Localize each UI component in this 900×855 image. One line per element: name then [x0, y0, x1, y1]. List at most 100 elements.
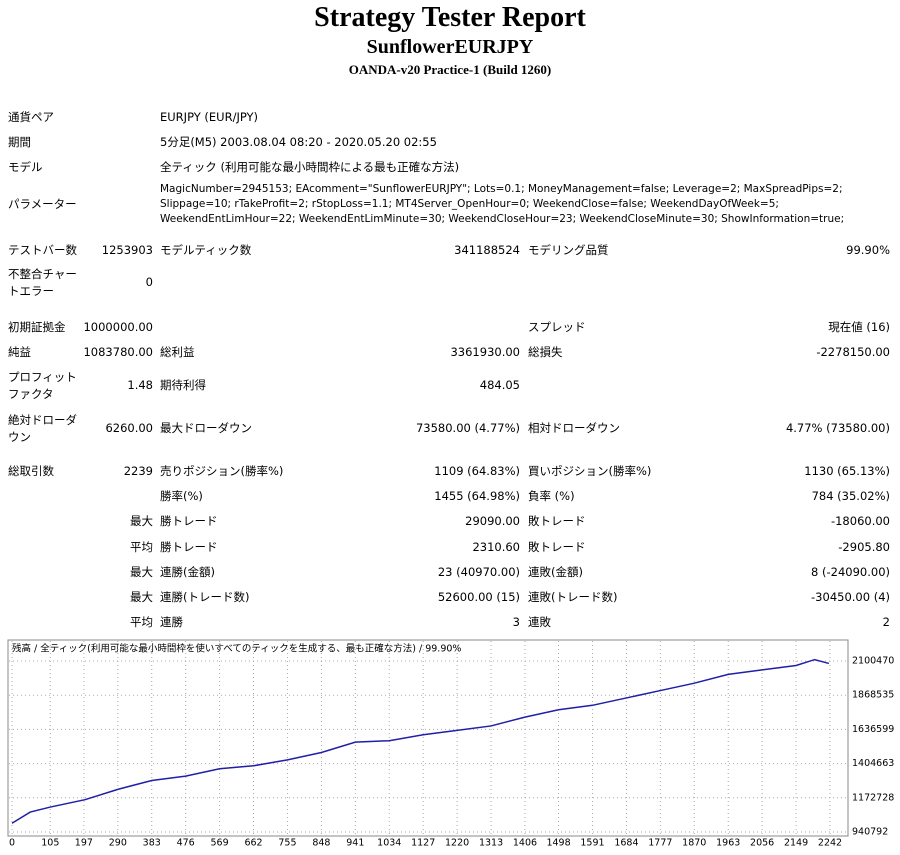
info-value: 5分足(M5) 2003.08.04 08:20 - 2020.05.20 02…: [160, 135, 437, 149]
stat-label: 期待利得: [160, 378, 206, 392]
stat-value: 2310.60: [472, 540, 520, 554]
stat-value: 最大: [130, 590, 153, 604]
stat-value: 23 (40970.00): [437, 565, 520, 579]
stat-value: 平均: [130, 540, 153, 554]
stat-value: 1.48: [127, 378, 153, 392]
stat-label: 総利益: [160, 345, 195, 359]
x-tick-label: 1127: [411, 838, 435, 849]
x-tick-label: 569: [211, 838, 229, 849]
stat-label: 敗トレード: [528, 540, 586, 554]
stat-value: 99.90%: [846, 243, 890, 257]
stat-label: 敗トレード: [528, 514, 586, 528]
stat-label: 最大ドローダウン: [160, 421, 252, 435]
stat-value: 6260.00: [105, 421, 153, 435]
stat-value: 現在値 (16): [828, 320, 890, 334]
stat-value: -2905.80: [838, 540, 890, 554]
stat-value: 0: [145, 275, 153, 289]
stat-label: 勝トレード: [160, 540, 218, 554]
stat-value: 最大: [130, 514, 153, 528]
stat-value: 2: [882, 615, 890, 629]
stat-value: 784 (35.02%): [811, 489, 890, 503]
build-info: OANDA-v20 Practice-1 (Build 1260): [348, 62, 552, 77]
stat-label: ファクタ: [8, 386, 54, 401]
x-tick-label: 290: [109, 838, 127, 849]
stat-label: 連勝(トレード数): [160, 590, 250, 604]
stat-label: 連敗: [528, 615, 551, 629]
stat-value: -2278150.00: [816, 345, 890, 359]
y-tick-label: 1404663: [852, 758, 894, 769]
y-tick-label: 1868535: [852, 690, 894, 701]
info-value: Slippage=10; rTakeProfit=2; rStopLoss=1.…: [160, 198, 779, 210]
stat-label: スプレッド: [528, 320, 586, 334]
stat-label: 純益: [8, 345, 31, 359]
stat-value: 341188524: [454, 243, 520, 257]
stat-label: 総損失: [528, 345, 563, 359]
info-value: MagicNumber=2945153; EAcomment="Sunflowe…: [160, 183, 843, 195]
stat-value: 最大: [130, 565, 153, 579]
stat-label: 不整合チャー: [8, 266, 77, 281]
stat-value: 52600.00 (15): [437, 590, 520, 604]
chart-title: 残高 / 全ティック(利用可能な最小時間枠を使いすべてのティックを生成する、最も…: [12, 643, 461, 655]
x-tick-label: 0: [9, 838, 15, 849]
x-tick-label: 941: [346, 838, 364, 849]
stat-value: -18060.00: [830, 514, 890, 528]
chart-frame: [7, 639, 849, 837]
stat-value: 1455 (64.98%): [434, 489, 520, 503]
x-tick-label: 1313: [479, 838, 503, 849]
stat-value: 3: [512, 615, 520, 629]
stat-label: 勝率(%): [160, 489, 203, 503]
stat-label: モデルティック数: [160, 243, 252, 257]
x-tick-label: 2149: [784, 838, 808, 849]
stat-value: 29090.00: [465, 514, 520, 528]
y-tick-label: 940792: [852, 827, 888, 838]
x-tick-label: 1220: [445, 838, 469, 849]
x-tick-label: 1406: [513, 838, 537, 849]
y-tick-label: 1172728: [852, 792, 894, 803]
x-tick-label: 755: [278, 838, 296, 849]
stat-label: 連敗(金額): [528, 565, 583, 579]
x-tick-label: 1034: [377, 838, 401, 849]
stat-label: 勝トレード: [160, 514, 218, 528]
report-subtitle: SunflowerEURJPY: [366, 36, 534, 58]
stat-label: 買いポジション(勝率%): [528, 464, 652, 478]
stat-value: 平均: [130, 615, 153, 629]
stat-label: モデリング品質: [528, 243, 609, 257]
x-tick-label: 1591: [580, 838, 604, 849]
stat-value: 1000000.00: [83, 320, 153, 334]
stat-value: 4.77% (73580.00): [785, 421, 890, 435]
info-label: 通貨ペア: [8, 110, 54, 124]
x-tick-label: 1498: [546, 838, 570, 849]
x-tick-label: 662: [244, 838, 262, 849]
stat-label: 総取引数: [8, 464, 54, 478]
x-tick-label: 476: [177, 838, 195, 849]
y-tick-label: 2100470: [852, 656, 894, 667]
stat-label: プロフィット: [8, 369, 77, 384]
stat-value: 8 (-24090.00): [811, 565, 890, 579]
report-title: Strategy Tester Report: [314, 2, 586, 33]
stat-label: テストバー数: [8, 243, 77, 257]
stat-label: 初期証拠金: [8, 320, 66, 334]
x-tick-label: 1870: [682, 838, 706, 849]
x-tick-label: 848: [312, 838, 330, 849]
stat-label: 連勝: [160, 615, 183, 629]
stat-value: 1130 (65.13%): [804, 464, 890, 478]
stat-label: ウン: [8, 429, 31, 444]
stat-label: 連勝(金額): [160, 565, 215, 579]
y-tick-label: 1636599: [852, 724, 894, 735]
info-value: EURJPY (EUR/JPY): [160, 110, 259, 124]
stat-label: 絶対ドローダ: [8, 412, 77, 427]
x-tick-label: 105: [41, 838, 59, 849]
info-value: 全ティック (利用可能な最小時間枠による最も正確な方法): [160, 160, 460, 174]
info-value: WeekendEntLimHour=22; WeekendEntLimMinut…: [160, 213, 845, 225]
stat-value: 3361930.00: [450, 345, 520, 359]
balance-line: [11, 658, 830, 824]
stat-value: 1109 (64.83%): [434, 464, 520, 478]
stat-value: 1083780.00: [83, 345, 153, 359]
x-tick-label: 1777: [648, 838, 672, 849]
x-tick-label: 383: [143, 838, 161, 849]
stat-value: 484.05: [479, 378, 520, 392]
x-tick-label: 2056: [750, 838, 774, 849]
x-tick-label: 1684: [614, 838, 638, 849]
stat-label: 連敗(トレード数): [528, 590, 618, 604]
